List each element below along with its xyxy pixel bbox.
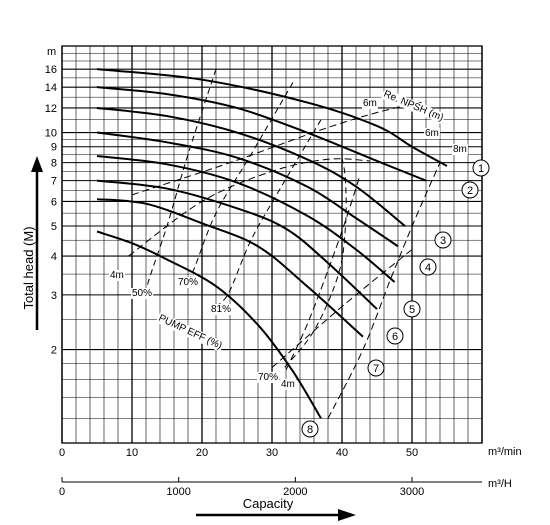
- chart-annotation: 8m: [453, 144, 467, 155]
- head-curve-4: [96, 131, 399, 248]
- efficiency-curve: [219, 119, 322, 305]
- plot-frame: [61, 45, 483, 444]
- x-tick-label-top: 30: [266, 447, 278, 459]
- head-curve-1: [96, 68, 448, 167]
- x-tick-label-bottom: 0: [59, 486, 65, 498]
- y-unit-label: m: [47, 46, 56, 58]
- series-marker-label: 1: [478, 163, 484, 175]
- npsh-curve: [271, 249, 413, 368]
- y-tick-label: 3: [51, 290, 57, 302]
- y-tick-label: 10: [45, 128, 57, 140]
- tick-labels: 2 3 4 5 6 7 8 9 10 12 14 16 0 10 20 30 40 50 0 1000 2000 3000: [45, 64, 424, 498]
- annotation-bg: [177, 277, 200, 288]
- annotation-bg: [380, 88, 446, 125]
- head-curve-5: [96, 155, 396, 283]
- series-marker-8: [301, 420, 319, 438]
- x-unit-top: m³/min: [488, 446, 522, 458]
- y-tick-label: 4: [51, 251, 57, 263]
- series-marker-4: [419, 258, 437, 276]
- chart-annotation: 4m: [110, 270, 124, 281]
- x-unit-bottom: m³/H: [488, 478, 512, 490]
- chart-annotation: Re. NPSH (m): [382, 89, 445, 124]
- y-tick-label: 16: [45, 64, 57, 76]
- x-tick-label-top: 50: [406, 447, 418, 459]
- x-tick-label-bottom: 1000: [166, 486, 190, 498]
- chart-annotation: 6m: [363, 98, 377, 109]
- y-tick-label: 7: [51, 176, 57, 188]
- series-marker-label: 2: [467, 185, 473, 197]
- head-curve-8: [96, 230, 322, 419]
- series-marker-label: 5: [409, 304, 415, 316]
- head-curve-3: [96, 106, 406, 227]
- series-marker-label: 3: [440, 235, 446, 247]
- annotation-bg: [155, 312, 225, 353]
- chart-annotation: 6m: [425, 128, 439, 139]
- annotation-bg: [280, 379, 296, 390]
- series-marker-1: [472, 159, 490, 177]
- chart-annotation: PUMP EFF (%): [157, 313, 224, 352]
- annotation-bg: [424, 128, 440, 139]
- series-marker-5: [403, 300, 421, 318]
- chart-annotation: 4m: [281, 379, 295, 390]
- annotation-bg: [131, 288, 154, 299]
- series-marker-label: 8: [307, 424, 313, 436]
- y-tick-label: 5: [51, 221, 57, 233]
- series-marker-label: 7: [373, 363, 379, 375]
- annotation-bg: [362, 98, 378, 109]
- grid: [61, 45, 483, 444]
- annotation-bg: [452, 144, 468, 155]
- y-axis-title: Total head (M): [21, 226, 36, 309]
- chart-annotation: 70%: [258, 372, 278, 383]
- x-tick-label-bottom: 3000: [400, 486, 424, 498]
- annotations: 12 3 4 5 6 7 8 Re. NPSH (m) PUMP EFF (%) 4m 50% 70%…: [109, 88, 490, 438]
- x-tick-label-top: 40: [336, 447, 348, 459]
- series-marker-7: [367, 359, 385, 377]
- x-tick-label-bottom: 2000: [283, 486, 307, 498]
- series-marker-2: [461, 181, 479, 199]
- annotation-bg: [109, 270, 125, 281]
- y-axis-arrow: [31, 156, 43, 330]
- annotation-bg: [257, 372, 280, 383]
- series-marker-3: [434, 231, 452, 249]
- y-tick-label: 9: [51, 142, 57, 154]
- npsh-curve: [128, 158, 371, 257]
- x-axis-title: Capacity: [243, 496, 294, 511]
- x-tick-label-top: 10: [126, 447, 138, 459]
- annotation-bg: [210, 304, 233, 315]
- npsh-curve: [285, 176, 360, 371]
- chart-annotation: 50%: [132, 288, 152, 299]
- chart-annotation: 81%: [211, 304, 231, 315]
- y-tick-label: 6: [51, 196, 57, 208]
- y-tick-label: 2: [51, 345, 57, 357]
- y-tick-label: 14: [45, 82, 57, 94]
- head-curve-2: [96, 86, 427, 182]
- x-tick-label-top: 20: [196, 447, 208, 459]
- head-curve-6: [96, 179, 378, 310]
- y-tick-label: 12: [45, 103, 57, 115]
- head-curves: [96, 68, 448, 419]
- y-tick-label: 8: [51, 158, 57, 170]
- head-curve-7: [96, 198, 364, 338]
- efficiency-curves: [144, 69, 347, 371]
- x-tick-label-top: 0: [59, 447, 65, 459]
- efficiency-curve: [282, 157, 347, 371]
- efficiency-curve: [144, 69, 217, 298]
- x-axis-arrow: [196, 509, 356, 521]
- chart-annotation: 70%: [178, 277, 198, 288]
- series-marker-label: 6: [392, 331, 398, 343]
- series-marker-6: [386, 327, 404, 345]
- series-marker-label: 4: [425, 262, 431, 274]
